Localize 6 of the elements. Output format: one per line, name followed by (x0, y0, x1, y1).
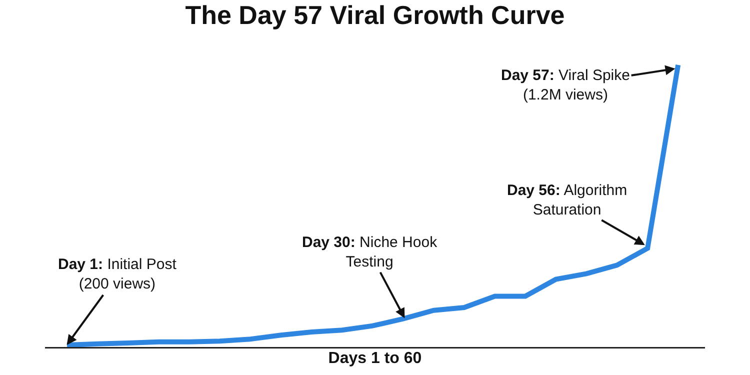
annotation: Day 1: Initial Post (200 views) (58, 256, 178, 292)
annotation: Day 57: Viral Spike (1.2M views) (501, 67, 630, 104)
annotation: Day 56: Algorithm Saturation (507, 182, 628, 218)
chart-title: The Day 57 Viral Growth Curve (185, 0, 565, 30)
x-axis-title: Days 1 to 60 (328, 350, 422, 367)
annotation: Day 30: Niche Hook Testing (302, 234, 438, 270)
